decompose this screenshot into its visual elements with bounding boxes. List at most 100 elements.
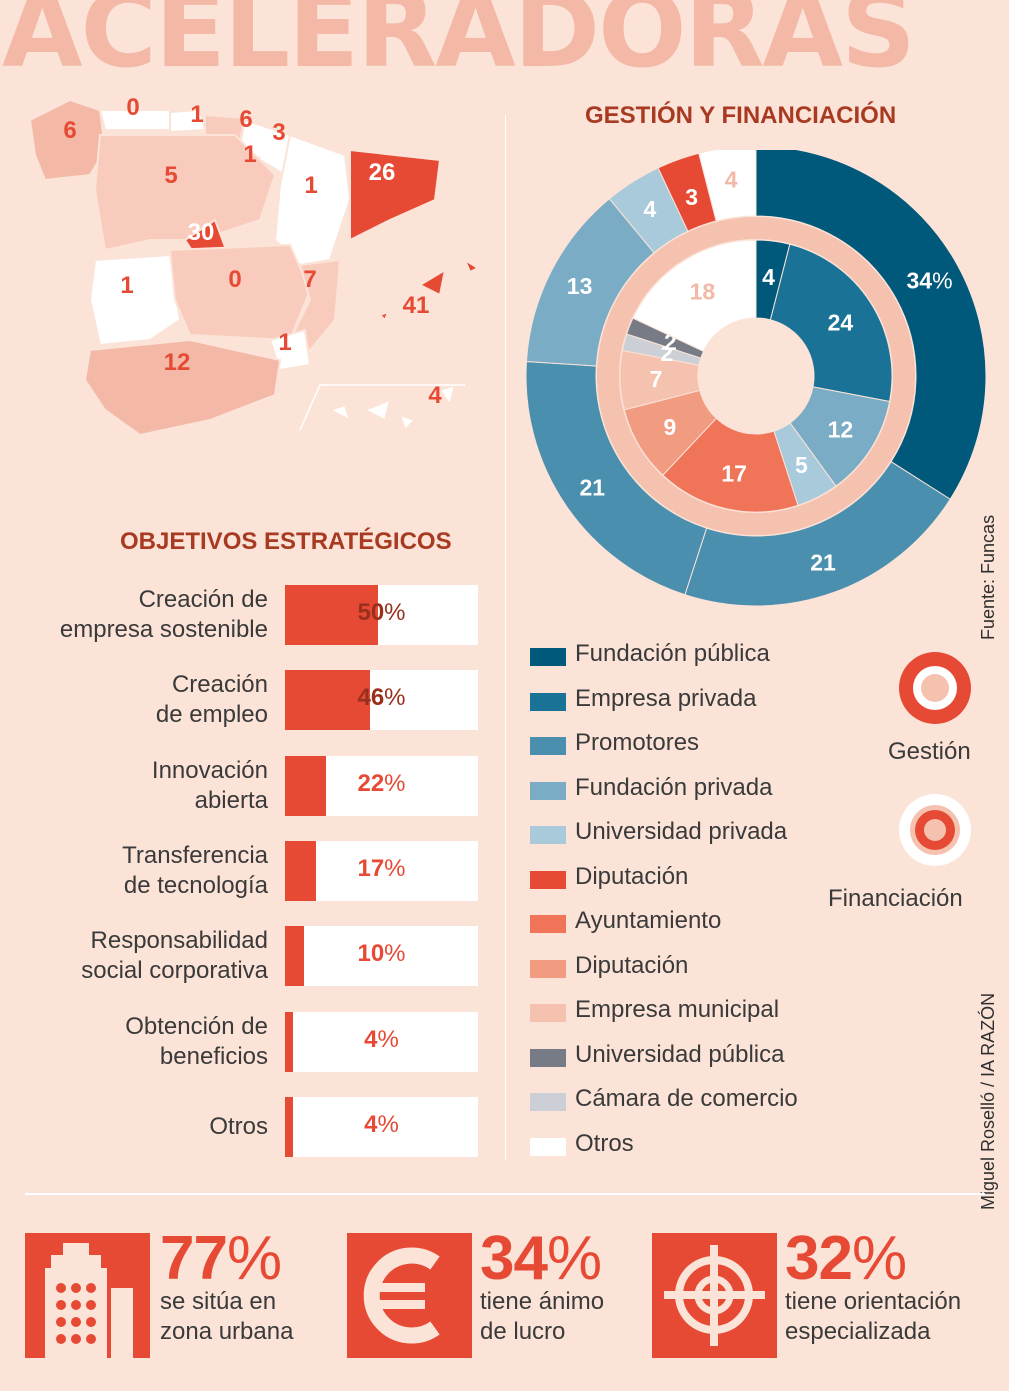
stat-profit-text: tiene ánimo de lucro (480, 1288, 605, 1345)
bar-value-label: 17% (357, 854, 406, 882)
stat-profit-number: 34% (480, 1224, 602, 1293)
bar-category-label: Transferencia de tecnología (122, 841, 268, 899)
bar-value-label: 4% (364, 1110, 399, 1138)
legend-swatch (530, 1137, 566, 1156)
map-value-label: 1 (120, 272, 133, 299)
stat-specialized-text: tiene orientación especializada (785, 1288, 962, 1345)
euro-icon (363, 1247, 440, 1344)
legend-label: Otros (575, 1129, 634, 1157)
donut-slice-label: 21 (810, 549, 836, 575)
bar-track: 22% (285, 755, 478, 816)
bar-value-label: 22% (357, 769, 406, 797)
bar (285, 1011, 293, 1072)
map-value-label: 1 (243, 141, 256, 168)
bar-track: 17% (285, 840, 478, 901)
stat-urban-text: se sitúa en zona urbana (160, 1288, 294, 1345)
map-value-label: 7 (303, 266, 316, 293)
legend-label: Universidad privada (575, 818, 788, 845)
donut-slice (769, 243, 893, 403)
horizontal-divider (25, 1193, 985, 1195)
map-value-label: 12 (164, 349, 191, 376)
donut-slice-label: 5 (795, 452, 808, 478)
map-value-label: 5 (164, 162, 177, 189)
legend-label: Diputación (575, 951, 689, 979)
bar (285, 670, 371, 731)
bar (285, 840, 317, 901)
building-icon (45, 1243, 133, 1358)
donut-slice (755, 150, 987, 500)
bar-value-label: 46% (357, 684, 406, 712)
bar-category-label: Innovación abierta (151, 756, 268, 814)
region-canarias (327, 383, 457, 432)
gestion-title: GESTIÓN Y FINANCIACIÓN (585, 102, 897, 129)
bar-category-label: Otros (209, 1112, 268, 1140)
map-value-label: 4 (428, 382, 442, 409)
donut-slice-label: 21 (579, 474, 605, 500)
building-icon-box (25, 1233, 150, 1358)
bar (285, 926, 304, 987)
legend-label: Ayuntamiento (575, 907, 722, 934)
map-value-label: 6 (239, 106, 252, 133)
legend-label: Cámara de comercio (575, 1085, 798, 1112)
gestion-ring-icon (899, 652, 971, 724)
bar-value-label: 50% (357, 599, 406, 626)
bar-category-label: Creación de empleo (155, 671, 268, 729)
bar (285, 1096, 293, 1157)
legend-swatch (530, 1004, 566, 1022)
donut-slice-label: 9 (664, 414, 677, 440)
gestion-ring-label: Gestión (888, 738, 971, 765)
financiacion-ring-label: Financiación (828, 885, 963, 912)
donut-slice-label: 18 (690, 279, 716, 305)
donut-hole (698, 318, 814, 434)
legend-swatch (530, 915, 566, 933)
legend-label: Universidad pública (575, 1040, 785, 1068)
legend-swatch (530, 1048, 566, 1067)
source-text: Fuente: Funcas (978, 514, 998, 640)
legend-label: Diputación (575, 862, 689, 890)
donut-slice-label: 3 (685, 184, 698, 210)
donut-slice-label: 12 (828, 417, 854, 443)
donut-slice-label: 4 (644, 196, 657, 222)
legend-swatch (530, 870, 566, 889)
bar-track: 4% (285, 1096, 478, 1157)
vertical-divider (505, 115, 506, 1160)
map-value-label: 30 (188, 219, 215, 246)
legend-label: Fundación privada (575, 773, 773, 801)
map-value-label: 3 (272, 119, 285, 146)
donut-slice-label: 7 (650, 366, 663, 392)
donut-slice-label: 4 (725, 167, 738, 193)
map-value-label: 1 (190, 101, 203, 128)
map-value-label: 1 (278, 329, 291, 356)
stat-urban-number: 77% (160, 1224, 282, 1293)
donut-slice-label: 24 (828, 309, 854, 335)
legend-label: Fundación pública (575, 640, 770, 667)
region-andalucia (83, 338, 282, 437)
map-value-label: 1 (304, 172, 317, 199)
legend-swatch (530, 648, 566, 666)
bar-track: 10% (285, 926, 478, 987)
legend-label: Empresa privada (575, 684, 757, 712)
donut-slice-label: 17 (721, 461, 747, 487)
bar (285, 585, 378, 645)
target-icon-box (652, 1233, 777, 1358)
map-value-label: 26 (369, 159, 396, 186)
legend-swatch (530, 959, 566, 978)
bar-value-label: 10% (357, 940, 406, 968)
bar-category-label: Obtención de beneficios (125, 1012, 268, 1070)
donut-slice (698, 150, 757, 222)
legend-swatch (530, 692, 566, 711)
bar (285, 755, 326, 816)
map-value-label: 0 (228, 266, 241, 293)
bar-category-label: Responsabilidad social corporativa (81, 927, 268, 985)
page-title: ACELERADORAS (2, 0, 916, 91)
stat-specialized-number: 32% (785, 1224, 907, 1293)
bar-category-label: Creación de empresa sostenible (59, 586, 268, 643)
region-extremadura (88, 253, 182, 347)
bar-track: 4% (285, 1011, 478, 1072)
legend-swatch (530, 737, 566, 755)
canarias-frame (299, 384, 465, 431)
region-baleares (378, 257, 481, 322)
